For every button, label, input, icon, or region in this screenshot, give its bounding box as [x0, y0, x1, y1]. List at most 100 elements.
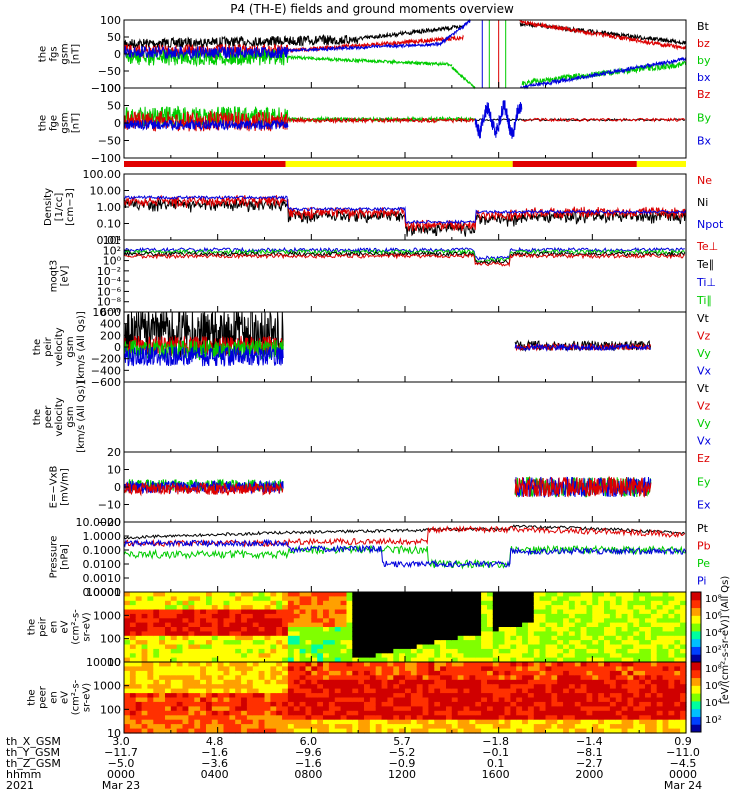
- ion-spectrogram-cell: [305, 618, 312, 624]
- electron-spectrogram-cell: [200, 675, 207, 681]
- electron-spectrogram-cell: [545, 724, 552, 730]
- y-tick-label: 10⁰: [103, 255, 122, 268]
- ion-spectrogram-cell: [147, 592, 154, 597]
- fgs-bt-line: [123, 34, 359, 49]
- ion-spectrogram-cell: [165, 605, 172, 611]
- electron-spectrogram-cell: [299, 662, 307, 667]
- legend-entry: Vz: [697, 330, 711, 343]
- ion-spectrogram-cell: [246, 635, 254, 641]
- ion-spectrogram-cell: [446, 648, 453, 654]
- electron-spectrogram-cell: [615, 697, 623, 703]
- electron-spectrogram-cell: [328, 688, 336, 694]
- ion-spectrogram-cell: [674, 627, 681, 632]
- electron-spectrogram-cell: [153, 715, 160, 721]
- ion-spectrogram-cell: [364, 596, 371, 602]
- ion-spectrogram-cell: [317, 609, 324, 615]
- electron-spectrogram-cell: [317, 715, 324, 721]
- ion-spectrogram-cell: [463, 648, 470, 654]
- fgs-bt-line-3: [519, 20, 687, 46]
- ion-spectrogram-cell: [246, 627, 254, 632]
- electron-spectrogram-cell: [650, 684, 658, 690]
- electron-spectrogram-cell: [650, 693, 658, 699]
- electron-spectrogram-cell: [434, 662, 441, 667]
- electron-spectrogram-cell: [170, 675, 178, 681]
- ion-spectrogram-cell: [510, 609, 517, 615]
- electron-spectrogram-cell: [165, 724, 172, 730]
- ion-spectrogram-cell: [369, 605, 377, 611]
- y-tick-label: −20: [98, 516, 121, 529]
- electron-spectrogram-cell: [580, 666, 588, 672]
- electron-spectrogram-cell: [674, 701, 681, 707]
- electron-spectrogram-cell: [282, 724, 289, 730]
- ion-spectrogram-cell: [246, 605, 254, 611]
- ion-spectrogram-cell: [211, 635, 219, 641]
- electron-spectrogram-cell: [680, 688, 687, 694]
- ion-spectrogram-cell: [229, 657, 236, 663]
- electron-spectrogram-cell: [311, 670, 318, 676]
- ion-spectrogram-cell: [206, 631, 213, 637]
- electron-spectrogram-cell: [165, 693, 172, 699]
- ion-spectrogram-cell: [510, 596, 517, 602]
- ion-spectrogram-cell: [381, 613, 389, 619]
- electron-spectrogram-cell: [510, 724, 517, 730]
- electron-spectrogram-cell: [668, 724, 675, 730]
- ion-spectrogram-cell: [440, 657, 447, 663]
- electron-spectrogram-cell: [141, 710, 149, 716]
- ion-spectrogram-cell: [639, 596, 646, 602]
- ion-spectrogram-cell: [639, 640, 646, 646]
- ion-spectrogram-cell: [141, 600, 149, 606]
- electron-spectrogram-cell: [276, 719, 283, 725]
- electron-spectrogram-cell: [176, 710, 184, 716]
- ion-spectrogram-cell: [346, 640, 353, 646]
- ion-spectrogram-cell: [492, 609, 500, 615]
- electron-spectrogram-cell: [504, 693, 511, 699]
- electron-spectrogram-cell: [141, 728, 149, 734]
- electron-spectrogram-cell: [650, 724, 658, 730]
- ion-spectrogram-cell: [194, 657, 201, 663]
- electron-spectrogram-cell: [317, 693, 324, 699]
- electron-spectrogram-cell: [609, 662, 617, 667]
- electron-spectrogram-cell: [340, 715, 348, 721]
- ion-spectrogram-cell: [381, 640, 389, 646]
- electron-spectrogram-cell: [451, 679, 459, 685]
- electron-spectrogram-cell: [650, 670, 658, 676]
- electron-spectrogram-cell: [188, 670, 195, 676]
- electron-spectrogram-cell: [475, 701, 482, 707]
- ion-spectrogram-cell: [662, 635, 670, 641]
- ion-spectrogram-cell: [129, 605, 137, 611]
- y-tick-label: 100: [100, 82, 121, 95]
- ion-spectrogram-cell: [135, 657, 143, 663]
- ion-spectrogram-cell: [604, 609, 611, 615]
- electron-spectrogram-cell: [352, 701, 359, 707]
- ion-spectrogram-cell: [299, 618, 307, 624]
- ion-spectrogram-cell: [615, 640, 623, 646]
- ion-spectrogram-cell: [645, 635, 652, 641]
- ion-spectrogram-cell: [246, 644, 254, 650]
- ion-spectrogram-cell: [440, 622, 447, 628]
- ion-spectrogram-cell: [317, 622, 324, 628]
- electron-spectrogram-cell: [323, 697, 330, 703]
- electron-spectrogram-cell: [533, 666, 541, 672]
- electron-spectrogram-cell: [539, 662, 547, 667]
- colorbar-segment: [691, 599, 701, 609]
- electron-spectrogram-cell: [498, 706, 506, 712]
- electron-spectrogram-cell: [539, 719, 547, 725]
- ion-spectrogram-cell: [399, 653, 406, 659]
- electron-spectrogram-cell: [235, 662, 242, 667]
- ion-spectrogram-cell: [440, 605, 447, 611]
- ion-spectrogram-cell: [153, 622, 160, 628]
- legend-entry: Vx: [697, 435, 712, 448]
- electron-spectrogram-cell: [317, 684, 324, 690]
- ion-spectrogram-cell: [481, 631, 488, 637]
- electron-spectrogram-cell: [510, 701, 517, 707]
- electron-spectrogram-cell: [135, 693, 143, 699]
- ion-spectrogram-cell: [434, 605, 441, 611]
- electron-spectrogram-cell: [633, 728, 640, 734]
- electron-spectrogram-cell: [522, 719, 529, 725]
- ion-spectrogram-cell: [170, 640, 178, 646]
- ion-spectrogram-cell: [639, 627, 646, 632]
- ion-spectrogram-cell: [674, 648, 681, 654]
- electron-spectrogram-cell: [235, 666, 242, 672]
- electron-spectrogram-cell: [352, 697, 359, 703]
- ion-spectrogram-cell: [369, 592, 377, 597]
